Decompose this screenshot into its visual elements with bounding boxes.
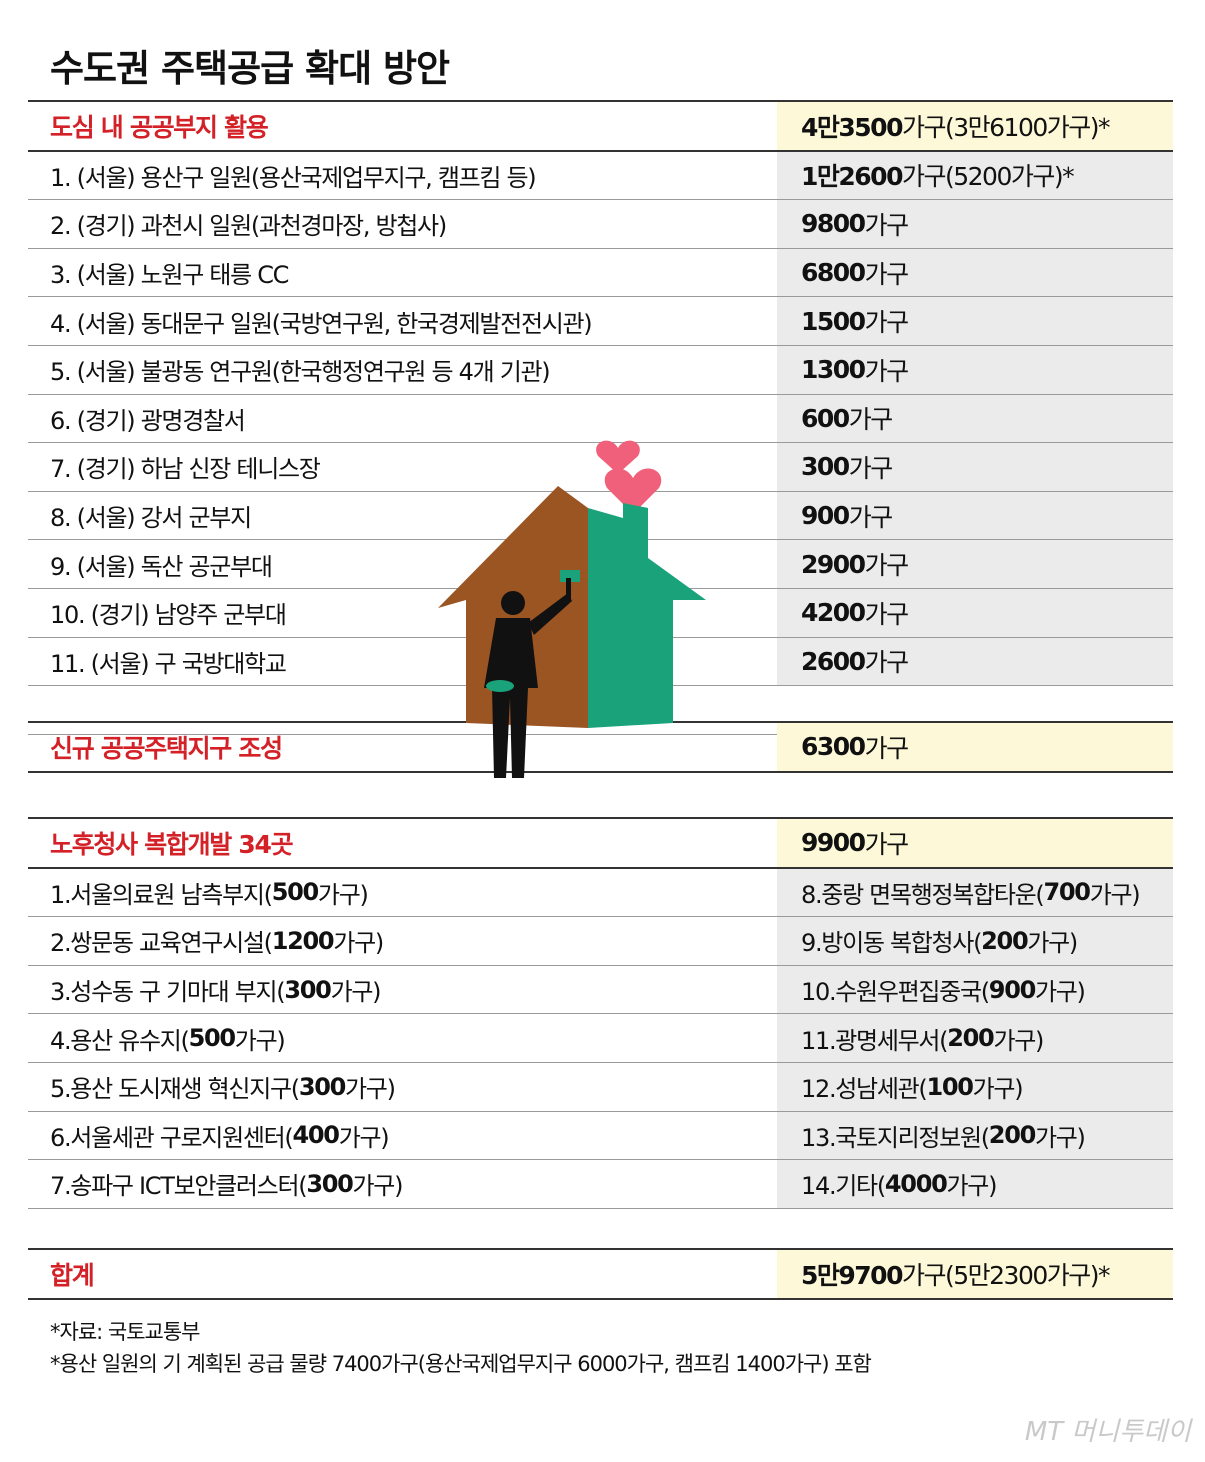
office-item-left: 3.성수동 구 기마대 부지(300 가구)	[50, 975, 381, 1007]
table-row: 1.서울의료원 남측부지(500 가구) 8.중랑 면목행정복합타운(700 가구)	[28, 868, 1173, 918]
office-item-right: 11.광명세무서(200 가구)	[777, 1014, 1173, 1062]
site-label: 1. (서울) 용산구 일원(용산국제업무지구, 캠프킴 등)	[50, 163, 537, 192]
section-label: 노후청사 복합개발 34곳	[50, 829, 294, 859]
section-value: 9900 가구	[777, 819, 1173, 867]
heart-icon	[604, 468, 662, 514]
office-item-left: 5.용산 도시재생 혁신지구(300 가구)	[50, 1072, 396, 1104]
site-value: 1300 가구	[777, 345, 1173, 394]
logo: MT 머니투데이	[1024, 1417, 1191, 1447]
office-item-right: 10.수원우편집중국(900 가구)	[777, 965, 1173, 1014]
site-value: 1만2600 가구(5200가구)*	[777, 151, 1173, 200]
site-value: 1500 가구	[777, 297, 1173, 345]
office-item-right: 8.중랑 면목행정복합타운(700 가구)	[777, 868, 1173, 917]
table-row: 3. (서울) 노원구 태릉 CC 6800 가구	[28, 248, 1173, 298]
table-row: 4. (서울) 동대문구 일원(국방연구원, 한국경제발전전시관) 1500 가구	[28, 297, 1173, 346]
site-label: 8. (서울) 강서 군부지	[50, 504, 252, 533]
total-label: 합계	[50, 1260, 95, 1290]
table-row: 3.성수동 구 기마대 부지(300 가구) 10.수원우편집중국(900 가구)	[28, 965, 1173, 1015]
page-title: 수도권 주택공급 확대 방안	[50, 47, 450, 90]
office-item-right: 13.국토지리정보원(200 가구)	[777, 1111, 1173, 1160]
section-total: 합계 5만9700 가구(5만2300가구)*	[28, 1248, 1173, 1300]
table-row: 1. (서울) 용산구 일원(용산국제업무지구, 캠프킴 등) 1만2600 가구…	[28, 151, 1173, 201]
site-label: 5. (서울) 불광동 연구원(한국행정연구원 등 4개 기관)	[50, 358, 551, 387]
site-value: 600 가구	[777, 394, 1173, 443]
table-row: 5.용산 도시재생 혁신지구(300 가구) 12.성남세관(100 가구)	[28, 1062, 1173, 1112]
section-header: 도심 내 공공부지 활용 4만3500 가구(3만6100가구)*	[28, 100, 1173, 152]
section-header: 신규 공공주택지구 조성 6300 가구	[28, 721, 1173, 773]
section-label: 도심 내 공공부지 활용	[50, 112, 269, 142]
section-new-district: 신규 공공주택지구 조성 6300 가구	[28, 721, 1173, 773]
section-old-offices: 노후청사 복합개발 34곳 9900 가구 1.서울의료원 남측부지(500 가구)…	[28, 817, 1173, 1209]
table-row: 11. (서울) 구 국방대학교 2600 가구	[28, 637, 1173, 687]
table-row: 2. (경기) 과천시 일원(과천경마장, 방첩사) 9800 가구	[28, 200, 1173, 249]
site-value: 2900 가구	[777, 540, 1173, 588]
site-value: 6800 가구	[777, 248, 1173, 297]
office-item-left: 4.용산 유수지(500 가구)	[50, 1024, 286, 1055]
site-value: 2600 가구	[777, 637, 1173, 686]
source-note: *자료: 국토교통부	[50, 1320, 200, 1344]
table-row: 4.용산 유수지(500 가구) 11.광명세무서(200 가구)	[28, 1014, 1173, 1063]
total-row: 합계 5만9700 가구(5만2300가구)*	[28, 1248, 1173, 1300]
total-value: 5만9700 가구(5만2300가구)*	[777, 1250, 1173, 1298]
office-item-left: 7.송파구 ICT보안클러스터(300 가구)	[50, 1169, 403, 1201]
footnote: *용산 일원의 기 계획된 공급 물량 7400가구(용산국제업무지구 6000…	[50, 1352, 872, 1376]
site-label: 4. (서울) 동대문구 일원(국방연구원, 한국경제발전전시관)	[50, 309, 593, 338]
office-item-right: 14.기타(4000 가구)	[777, 1160, 1173, 1208]
table-row: 6.서울세관 구로지원센터(400 가구) 13.국토지리정보원(200 가구)	[28, 1111, 1173, 1161]
site-value: 4200 가구	[777, 588, 1173, 637]
office-item-left: 2.쌍문동 교육연구시설(1200 가구)	[50, 926, 384, 958]
site-label: 10. (경기) 남양주 군부대	[50, 601, 287, 630]
site-label: 9. (서울) 독산 공군부대	[50, 552, 273, 581]
site-label: 3. (서울) 노원구 태릉 CC	[50, 261, 289, 290]
painter-silhouette	[484, 570, 580, 778]
site-label: 7. (경기) 하남 신장 테니스장	[50, 455, 321, 484]
section-value: 4만3500 가구(3만6100가구)*	[777, 102, 1173, 150]
table-row: 7.송파구 ICT보안클러스터(300 가구) 14.기타(4000 가구)	[28, 1160, 1173, 1209]
table-row: 2.쌍문동 교육연구시설(1200 가구) 9.방이동 복합청사(200 가구)	[28, 917, 1173, 966]
office-item-right: 9.방이동 복합청사(200 가구)	[777, 917, 1173, 965]
site-label: 11. (서울) 구 국방대학교	[50, 649, 287, 678]
site-value: 900 가구	[777, 491, 1173, 540]
site-label: 6. (경기) 광명경찰서	[50, 406, 246, 435]
section-label: 신규 공공주택지구 조성	[50, 733, 283, 763]
site-value: 9800 가구	[777, 200, 1173, 248]
office-item-right: 12.성남세관(100 가구)	[777, 1062, 1173, 1111]
office-item-left: 1.서울의료원 남측부지(500 가구)	[50, 878, 369, 909]
table-row: 9. (서울) 독산 공군부대 2900 가구	[28, 540, 1173, 589]
site-value: 300 가구	[777, 443, 1173, 491]
section-value: 6300 가구	[777, 723, 1173, 771]
table-row: 7. (경기) 하남 신장 테니스장 300 가구	[28, 443, 1173, 492]
site-label: 2. (경기) 과천시 일원(과천경마장, 방첩사)	[50, 212, 447, 241]
house-painter-illustration	[438, 440, 706, 778]
office-item-left: 6.서울세관 구로지원센터(400 가구)	[50, 1121, 390, 1152]
table-row: 5. (서울) 불광동 연구원(한국행정연구원 등 4개 기관) 1300 가구	[28, 345, 1173, 395]
section-header: 노후청사 복합개발 34곳 9900 가구	[28, 817, 1173, 869]
heart-icon	[596, 440, 640, 474]
table-row: 10. (경기) 남양주 군부대 4200 가구	[28, 588, 1173, 638]
